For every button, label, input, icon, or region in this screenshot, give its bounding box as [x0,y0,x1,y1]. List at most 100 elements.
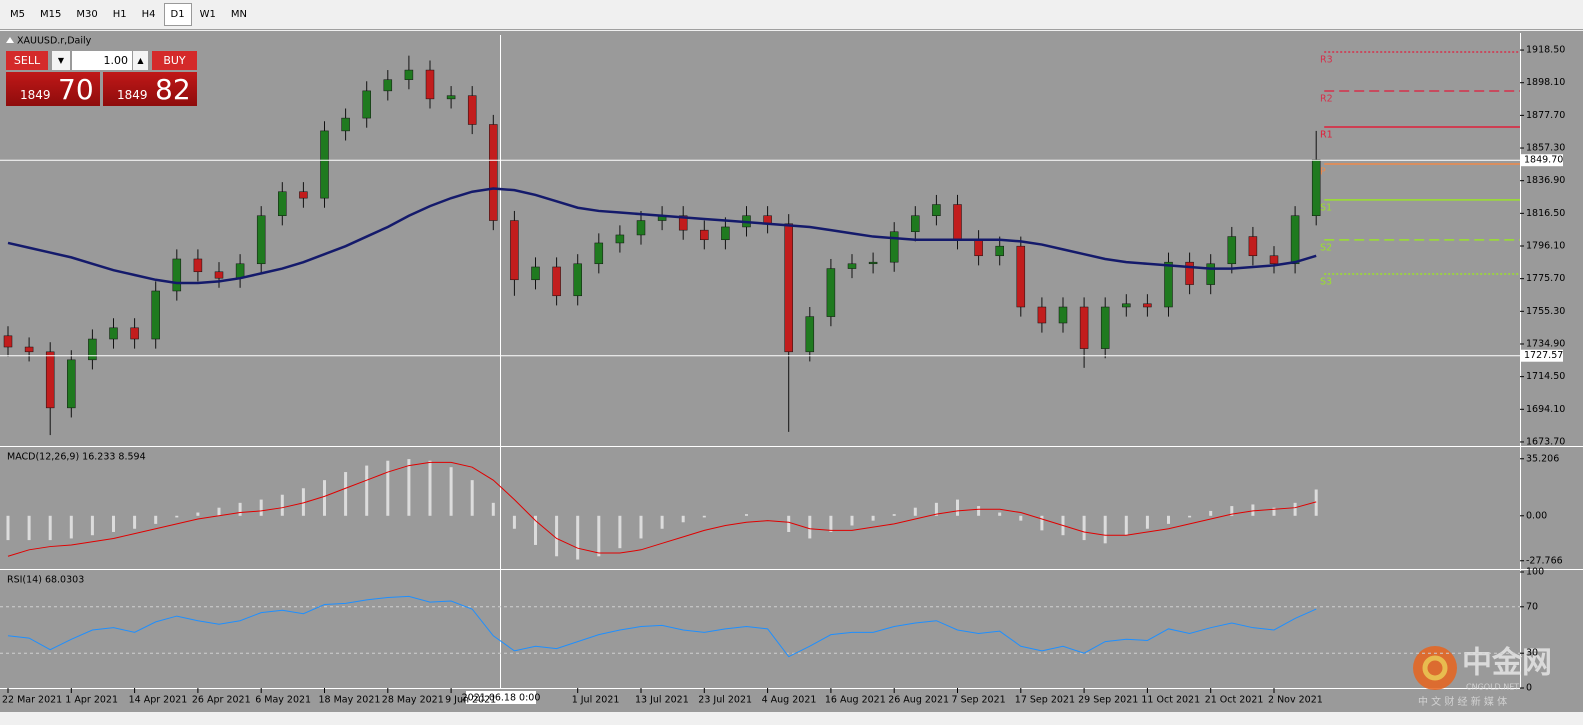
price-label: 1849.70 [1524,155,1563,166]
macd-bar [534,515,537,545]
x-tick-label: 18 May 2021 [319,695,381,706]
candle-body [995,245,1004,257]
macd-title: MACD(12,26,9) 16.233 8.594 [7,452,146,463]
collapse-icon [6,37,14,43]
macd-bar [323,480,326,516]
y-tick-label: 0 [1526,683,1532,694]
macd-bar [112,515,115,532]
y-tick-label: 100 [1526,567,1544,578]
pivot-label: S3 [1320,277,1332,288]
y-tick-label: 1877.70 [1526,110,1565,121]
buy-button[interactable]: BUY [152,51,197,70]
y-tick-label: 1775.70 [1526,273,1565,284]
timeframe-button[interactable]: H4 [141,9,156,20]
lot-input[interactable]: 1.00 [72,51,132,70]
macd-bar [555,515,559,557]
candle-body [1290,215,1300,265]
x-tick-label: 21 Oct 2021 [1205,695,1264,706]
chart-background [0,31,1583,713]
macd-bar [576,515,580,560]
lot-dropdown[interactable]: ▼ [52,51,70,70]
candle-body [45,351,55,409]
watermark-site: CNGOLD.NET [1466,683,1519,692]
macd-bar [365,465,369,516]
macd-bar [1188,515,1192,518]
y-tick-label: 1734.90 [1526,338,1565,349]
candle-body [67,359,76,409]
candle-body [615,234,625,244]
candle-body [235,263,245,279]
crosshair-label: 2021.06.18 0:00 [462,693,541,704]
candle-body [1143,303,1152,308]
timeframe-button[interactable]: M5 [10,9,25,20]
y-tick-label: 70 [1526,601,1538,612]
macd-bar [280,494,284,516]
chart-title: XAUUSD.r,Daily [17,36,92,47]
x-tick-label: 7 Sep 2021 [952,695,1006,706]
macd-bar [1019,515,1023,521]
buy-price[interactable]: 1849 82 [103,72,197,106]
candle-body [889,231,899,263]
pivot-label: P [1320,167,1326,178]
timeframe-toolbar: M5 M15 M30 H1 H4 D1 W1 MN [0,0,1583,30]
macd-bar [1293,502,1297,516]
y-tick-label: 0.00 [1526,510,1547,521]
candle-body [805,316,815,353]
x-tick-label: 23 Jul 2021 [698,695,752,706]
timeframe-button[interactable]: D1 [163,3,192,26]
y-tick-label: 30 [1526,648,1538,659]
sell-price[interactable]: 1849 70 [6,72,100,106]
y-tick-label: -27.766 [1526,555,1563,566]
macd-bar [850,515,854,526]
timeframe-button[interactable]: MN [230,9,247,20]
macd-bar [1209,510,1213,516]
macd-bar [913,507,917,516]
timeframe-button[interactable]: W1 [199,9,216,20]
sell-price-big: 1849 [20,88,51,102]
candle-body [109,327,118,340]
pivot-label: R2 [1320,94,1333,105]
candle-body [446,95,456,100]
candle-body [847,263,857,269]
x-tick-label: 17 Sep 2021 [1015,695,1075,706]
y-tick-label: 1898.10 [1526,77,1565,88]
candle-body [1269,255,1279,265]
price-label-box [1521,349,1563,362]
macd-bar [154,515,158,524]
macd-bar [977,506,981,516]
candle-body [1016,245,1026,308]
pivot-label: R3 [1320,54,1333,65]
pivot-label: S2 [1320,242,1332,253]
timeframe-button[interactable]: M15 [40,9,62,20]
status-strip [0,712,1583,725]
y-tick-label: 1714.50 [1526,371,1565,382]
one-click-trading: SELL ▼ 1.00 ▲ BUY 1849 70 1849 82 [6,51,197,106]
candle-body [573,263,582,297]
candle-body [1037,306,1047,324]
sell-button[interactable]: SELL [6,51,48,70]
macd-bar [1251,504,1255,516]
candle-body [299,191,308,199]
timeframe-button[interactable]: M30 [76,9,98,20]
macd-bar [618,515,622,549]
x-tick-label: 14 Apr 2021 [129,695,188,706]
candle-body [531,266,540,281]
macd-bar [407,459,411,516]
watermark-brand: 中金网 [1462,646,1552,681]
watermark-logo [1413,646,1457,690]
pivot-label: S1 [1320,202,1332,213]
macd-bar [6,515,10,541]
candle-body [953,204,962,241]
watermark: 中金网 CNGOLD.NET 中 文 财 经 新 媒 体 [1413,646,1552,708]
y-tick-label: 1796.10 [1526,241,1565,252]
macd-bar [808,515,812,539]
macd-bar [344,472,348,516]
candle-body [3,335,13,348]
macd-bar [133,515,137,529]
macd-bar [90,515,94,536]
candle-body [1058,306,1068,324]
candle-body [362,90,371,119]
x-tick-label: 28 May 2021 [382,695,444,706]
timeframe-button[interactable]: H1 [112,9,127,20]
lot-up[interactable]: ▲ [133,51,148,70]
